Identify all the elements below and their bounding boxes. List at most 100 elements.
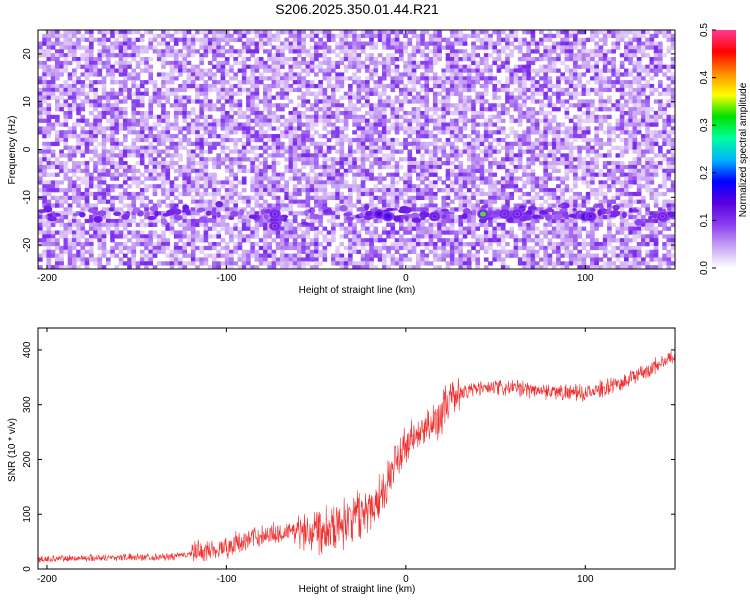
heatmap-cell <box>305 126 311 131</box>
heatmap-cell <box>666 122 672 127</box>
heatmap-cell <box>309 195 315 201</box>
heatmap-cell <box>161 157 166 162</box>
heatmap-cell <box>93 118 98 123</box>
heatmap-cell <box>475 76 481 81</box>
heatmap-cell <box>602 180 608 185</box>
heatmap-cell <box>241 126 247 131</box>
heatmap-cell <box>364 91 370 96</box>
heatmap-cell <box>428 60 434 66</box>
heatmap-cell <box>297 30 302 35</box>
heatmap-cell <box>169 68 175 73</box>
heatmap-cell <box>615 37 621 42</box>
heatmap-cell <box>415 149 421 154</box>
heatmap-cell <box>84 68 90 73</box>
heatmap-cell <box>615 145 621 150</box>
heatmap-cell <box>517 157 523 162</box>
heatmap-cell <box>641 45 646 50</box>
heatmap-cell <box>216 87 222 93</box>
heatmap-cell <box>462 41 468 46</box>
heatmap-cell <box>602 33 608 39</box>
heatmap-cell <box>454 110 459 116</box>
heatmap-cell <box>560 99 565 104</box>
heatmap-cell <box>398 107 404 112</box>
heatmap-cell <box>220 184 226 189</box>
heatmap-cell <box>275 107 281 112</box>
heatmap-cell <box>568 30 574 35</box>
heatmap-cell <box>509 49 515 54</box>
heatmap-cell <box>505 80 510 85</box>
heatmap-cell <box>492 41 498 46</box>
heatmap-cell <box>641 164 646 170</box>
heatmap-cell <box>54 188 60 193</box>
heatmap-cell <box>641 30 646 35</box>
heatmap-cell <box>662 33 667 39</box>
heatmap-cell <box>297 153 302 158</box>
heatmap-cell <box>50 45 56 50</box>
heatmap-cell <box>301 99 306 104</box>
heatmap-cell <box>390 60 396 66</box>
heatmap-cell <box>331 110 336 116</box>
heatmap-cell <box>139 137 145 143</box>
heatmap-cell <box>454 76 459 81</box>
heatmap-cell <box>594 195 599 201</box>
heatmap-cell <box>131 122 137 127</box>
heatmap-cell <box>636 149 642 154</box>
heatmap-cell <box>224 60 230 66</box>
heatmap-cell <box>658 45 663 50</box>
heatmap-cell <box>373 153 379 158</box>
heatmap-cell <box>148 153 154 158</box>
heatmap-cell <box>80 207 86 212</box>
heatmap-cell <box>186 110 192 116</box>
heatmap-cell <box>224 122 230 127</box>
heatmap-cell <box>186 149 192 154</box>
heatmap-cell <box>568 76 574 81</box>
heatmap-cell <box>547 45 553 50</box>
heatmap-cell <box>594 41 599 46</box>
heatmap-cell <box>458 64 464 69</box>
heatmap-cell <box>254 122 260 127</box>
heatmap-cell <box>190 68 196 73</box>
heatmap-cell <box>309 184 315 189</box>
heatmap-cell <box>195 184 200 189</box>
heatmap-cell <box>628 141 633 147</box>
heatmap-cell <box>645 137 650 143</box>
heatmap-cell <box>118 99 124 104</box>
heatmap-cell <box>258 114 264 120</box>
heatmap-cell <box>314 180 319 185</box>
heatmap-cell <box>114 145 120 150</box>
heatmap-cell <box>666 68 672 73</box>
heatmap-cell <box>220 49 226 54</box>
heatmap-cell <box>670 188 675 193</box>
heatmap-cell <box>653 45 659 50</box>
heatmap-cell <box>237 168 243 174</box>
heatmap-cell <box>377 91 383 96</box>
heatmap-cell <box>148 72 154 77</box>
heatmap-cell <box>343 184 349 189</box>
heatmap-cell <box>263 141 268 147</box>
heatmap-cell <box>139 99 145 104</box>
heatmap-cell <box>38 188 43 193</box>
heatmap-cell <box>645 149 650 154</box>
heatmap-cell <box>76 203 81 208</box>
heatmap-cell <box>517 95 523 100</box>
heatmap-cell <box>216 45 222 50</box>
heatmap-cell <box>615 164 621 170</box>
heatmap-cell <box>54 49 60 54</box>
heatmap-cell <box>63 134 69 139</box>
heatmap-cell <box>360 33 366 39</box>
heatmap-cell <box>54 164 60 170</box>
heatmap-cell <box>522 37 527 42</box>
heatmap-cell <box>598 49 604 54</box>
heatmap-cell <box>173 60 179 66</box>
heatmap-cell <box>369 91 374 96</box>
heatmap-cell <box>284 207 289 212</box>
heatmap-cell <box>267 107 272 112</box>
heatmap-cell <box>161 30 166 35</box>
heatmap-cell <box>63 195 69 201</box>
heatmap-cell <box>445 130 451 135</box>
heatmap-cell <box>364 118 370 123</box>
heatmap-cell <box>131 37 137 42</box>
heatmap-cell <box>411 207 417 212</box>
heatmap-cell <box>373 83 379 89</box>
heatmap-cell <box>471 87 476 93</box>
